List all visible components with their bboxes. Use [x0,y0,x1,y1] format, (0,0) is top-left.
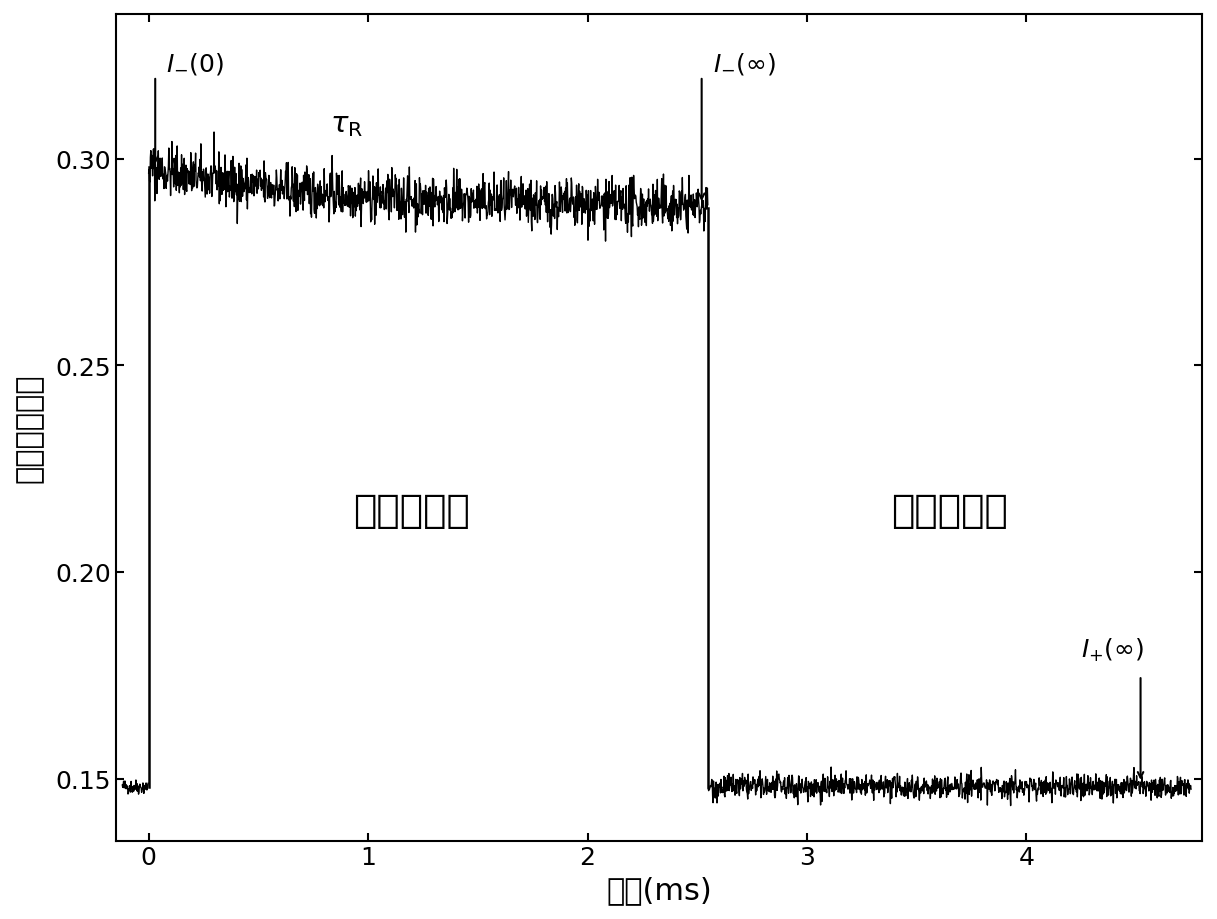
Text: $I_{-}(\infty)$: $I_{-}(\infty)$ [713,51,775,77]
Text: $I_{-}(0)$: $I_{-}(0)$ [167,51,224,77]
Text: 左旋圆偏振: 左旋圆偏振 [354,492,471,529]
Text: $I_{+}(\infty)$: $I_{+}(\infty)$ [1081,636,1144,664]
X-axis label: 时间(ms): 时间(ms) [606,875,712,904]
Text: $\tau_{\mathrm{R}}$: $\tau_{\mathrm{R}}$ [330,111,363,139]
Y-axis label: 光致发光强度: 光致发光强度 [15,373,44,482]
Text: 右旋圆偏振: 右旋圆偏振 [891,492,1008,529]
